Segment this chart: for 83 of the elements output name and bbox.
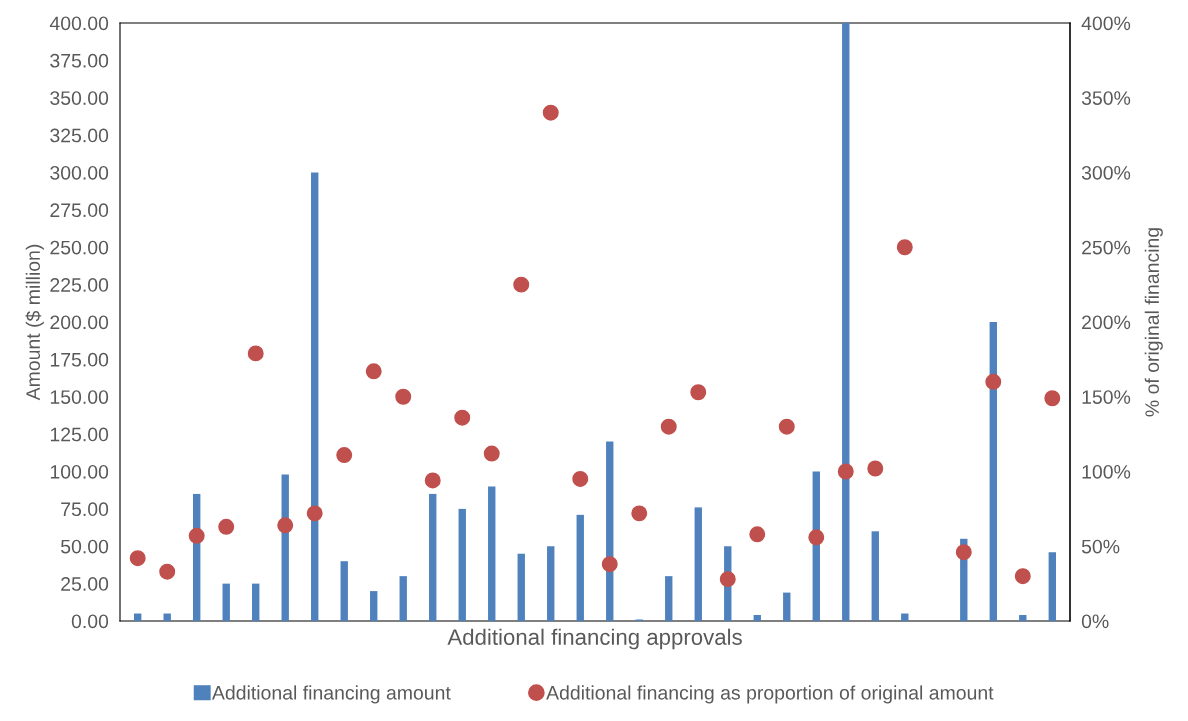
bar <box>311 172 319 621</box>
y-tick-label: 0.00 <box>71 614 109 629</box>
point <box>365 363 382 380</box>
point <box>395 388 412 405</box>
y2-tick-label: 50% <box>1081 539 1120 554</box>
legend-label: Additional financing as proportion of original amount <box>546 685 994 704</box>
y-axis-title: Amount ($ million) <box>25 244 44 401</box>
y2-tick-label: 300% <box>1081 165 1131 180</box>
point <box>424 472 441 489</box>
y-tick-label: 325.00 <box>50 128 109 143</box>
bar <box>222 583 230 621</box>
point <box>572 470 589 487</box>
bar <box>547 546 555 621</box>
point <box>837 463 854 480</box>
y-tick-label: 50.00 <box>61 539 109 554</box>
y2-axis-title: % of original financing <box>1144 228 1163 417</box>
point <box>513 276 530 293</box>
bar <box>1019 615 1027 621</box>
point <box>159 563 176 580</box>
bar <box>252 583 260 621</box>
y2-tick-label: 100% <box>1082 464 1131 479</box>
point <box>542 104 559 121</box>
legend-label: Additional financing amount <box>211 685 451 704</box>
point <box>1014 568 1031 585</box>
y-tick-label: 75.00 <box>61 502 109 517</box>
bar <box>665 576 673 621</box>
y2-tick-label: 0% <box>1081 614 1109 629</box>
point <box>277 517 294 534</box>
bar <box>429 493 437 621</box>
point <box>218 518 235 535</box>
y2-tick-label: 350% <box>1081 91 1131 105</box>
y-tick-label: 25.00 <box>61 577 109 591</box>
point <box>454 409 471 426</box>
bar <box>370 591 378 621</box>
point <box>247 345 264 362</box>
point <box>955 544 972 561</box>
y-tick-label: 350.00 <box>50 91 109 105</box>
point <box>719 571 736 588</box>
y2-tick-label: 250% <box>1082 240 1131 255</box>
bar <box>458 508 466 621</box>
y-tick-label: 125.00 <box>50 427 109 442</box>
point <box>896 239 913 256</box>
y-tick-label: 175.00 <box>50 352 109 367</box>
y2-tick-label: 150% <box>1082 390 1131 404</box>
y-tick-label: 100.00 <box>50 464 109 479</box>
point <box>129 550 146 567</box>
point <box>808 529 825 546</box>
point <box>306 505 323 522</box>
y-tick-label: 400.00 <box>49 16 109 31</box>
point <box>867 460 884 477</box>
point <box>631 505 648 522</box>
bar <box>694 507 702 621</box>
point <box>483 445 500 462</box>
bar <box>989 322 997 621</box>
point <box>1044 390 1061 407</box>
bar <box>488 486 496 621</box>
bar <box>1048 552 1056 621</box>
point <box>749 526 766 543</box>
point <box>985 373 1002 390</box>
bar <box>871 531 879 621</box>
bar <box>576 514 584 621</box>
point <box>601 556 618 573</box>
y2-tick-label: 400% <box>1081 16 1131 31</box>
y-tick-label: 375.00 <box>50 53 109 68</box>
y-tick-label: 300.00 <box>50 165 109 180</box>
y-tick-label: 250.00 <box>50 240 109 255</box>
point <box>188 527 205 544</box>
x-axis-title: Additional financing approvals <box>447 628 742 650</box>
y2-tick-label: 200% <box>1082 315 1131 330</box>
y-tick-label: 275.00 <box>50 203 109 218</box>
point <box>690 384 707 401</box>
bar <box>842 23 850 621</box>
bar <box>399 576 407 621</box>
point <box>660 418 677 435</box>
y-tick-label: 200.00 <box>50 315 109 330</box>
y-tick-label: 150.00 <box>50 390 109 404</box>
bar <box>753 615 761 621</box>
bar <box>783 592 791 621</box>
bar <box>340 561 348 621</box>
point <box>778 418 795 435</box>
point <box>336 447 353 464</box>
y-tick-label: 225.00 <box>50 278 109 292</box>
bar <box>517 553 525 621</box>
